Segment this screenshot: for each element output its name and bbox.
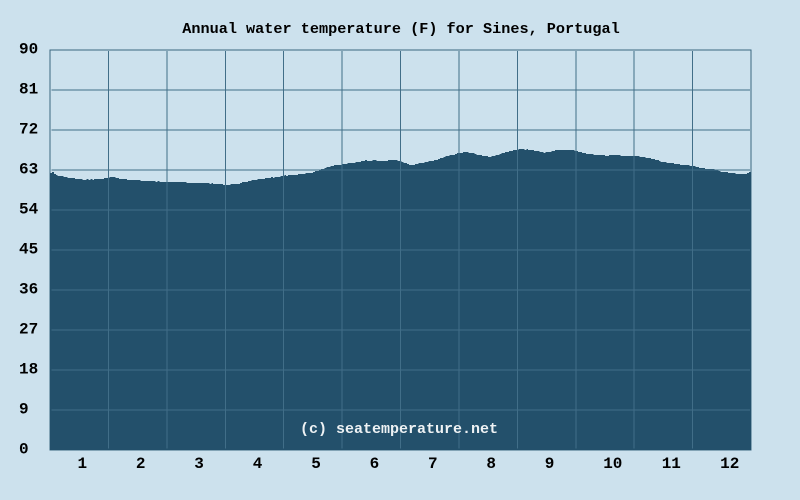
svg-text:45: 45 xyxy=(19,241,38,259)
svg-text:1: 1 xyxy=(78,455,88,473)
svg-text:4: 4 xyxy=(253,455,263,473)
svg-text:(c) seatemperature.net: (c) seatemperature.net xyxy=(300,421,498,438)
svg-text:Annual water temperature (F) f: Annual water temperature (F) for Sines, … xyxy=(182,20,619,38)
svg-text:72: 72 xyxy=(19,121,38,139)
svg-text:18: 18 xyxy=(19,361,38,379)
svg-text:11: 11 xyxy=(662,455,681,473)
svg-text:2: 2 xyxy=(136,455,146,473)
svg-text:90: 90 xyxy=(19,41,38,59)
svg-text:36: 36 xyxy=(19,281,38,299)
svg-text:0: 0 xyxy=(19,441,29,459)
svg-text:27: 27 xyxy=(19,321,38,339)
svg-text:12: 12 xyxy=(720,455,739,473)
svg-text:7: 7 xyxy=(428,455,438,473)
svg-text:81: 81 xyxy=(19,81,38,99)
svg-text:54: 54 xyxy=(19,201,39,219)
svg-text:5: 5 xyxy=(311,455,321,473)
svg-text:6: 6 xyxy=(370,455,380,473)
svg-text:63: 63 xyxy=(19,161,38,179)
svg-text:9: 9 xyxy=(19,401,29,419)
svg-text:10: 10 xyxy=(603,455,622,473)
svg-text:3: 3 xyxy=(194,455,204,473)
svg-text:9: 9 xyxy=(545,455,555,473)
svg-text:8: 8 xyxy=(486,455,496,473)
